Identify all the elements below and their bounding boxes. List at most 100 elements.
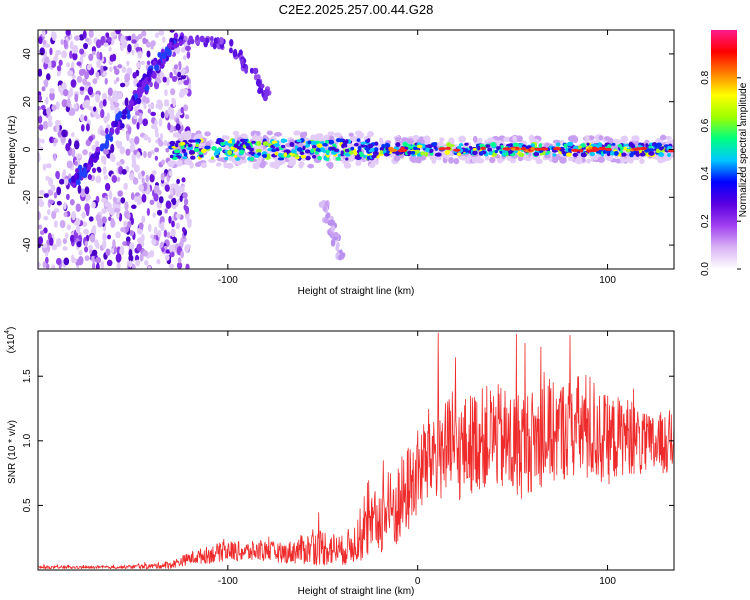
carrier-core (218, 139, 225, 143)
noise-speck (95, 175, 102, 184)
carrier-core (305, 144, 311, 148)
carrier-core (335, 156, 341, 161)
carrier-peak (438, 147, 446, 151)
carrier-core (257, 152, 262, 156)
arc-track-mark (256, 74, 261, 80)
carrier-core (567, 147, 572, 152)
snr-frame (37, 330, 675, 571)
carrier-core (472, 150, 478, 156)
noise-speck (98, 100, 104, 109)
carrier-halo (327, 161, 334, 169)
carrier-core (174, 142, 179, 148)
noise-speck (100, 260, 105, 269)
noise-speck (141, 30, 147, 37)
carrier-core (231, 138, 236, 144)
noise-speck (107, 95, 112, 101)
noise-speck (133, 114, 138, 120)
carrier-core (508, 150, 513, 155)
carrier-core (533, 152, 540, 157)
noise-speck (117, 64, 123, 69)
carrier-halo (584, 135, 590, 142)
arc-track-mark (229, 38, 234, 47)
carrier-core (310, 140, 316, 145)
carrier-peak (480, 146, 486, 150)
noise-speck (158, 196, 164, 204)
noise-speck (103, 148, 109, 155)
colorbar-tick-label: 0.4 (700, 166, 711, 180)
carrier-halo (356, 131, 365, 139)
noise-speck (85, 123, 90, 132)
noise-speck (116, 176, 121, 182)
noise-speck (163, 139, 168, 147)
carrier-core (667, 145, 672, 150)
noise-speck (110, 217, 115, 225)
rising-track-mark (113, 120, 119, 128)
noise-speck (126, 236, 131, 243)
noise-speck (44, 43, 51, 48)
carrier-core (262, 141, 269, 146)
descending-track-mark (330, 239, 336, 247)
noise-speck (73, 103, 78, 110)
carrier-core (284, 149, 291, 154)
noise-speck (48, 177, 54, 187)
noise-speck (115, 253, 122, 263)
noise-speck (131, 39, 137, 44)
noise-speck (84, 71, 90, 80)
noise-speck (43, 193, 49, 198)
carrier-core (477, 145, 481, 151)
noise-speck (106, 112, 110, 122)
carrier-core (312, 145, 317, 149)
carrier-core (472, 147, 477, 152)
carrier-core (300, 154, 307, 159)
noise-speck (169, 251, 175, 258)
noise-speck (50, 184, 56, 192)
carrier-halo (327, 131, 335, 136)
carrier-core (183, 152, 188, 157)
noise-speck (117, 140, 123, 148)
noise-speck (176, 262, 183, 269)
noise-speck (132, 72, 137, 79)
carrier-halo (586, 158, 591, 164)
noise-speck (38, 115, 43, 124)
carrier-core (181, 148, 187, 153)
noise-speck (184, 65, 190, 74)
y-tick-label: 20 (22, 96, 33, 108)
noise-speck (55, 257, 62, 266)
carrier-core (210, 156, 215, 160)
carrier-core (552, 153, 557, 157)
carrier-peak (502, 147, 511, 151)
rising-track-mark (157, 52, 162, 58)
noise-speck (137, 116, 143, 125)
carrier-core (271, 148, 277, 153)
noise-speck (109, 54, 115, 62)
carrier-core (464, 142, 469, 146)
noise-speck (128, 260, 133, 268)
noise-speck (62, 246, 68, 251)
carrier-halo (459, 155, 467, 161)
carrier-halo (200, 162, 207, 169)
noise-speck (116, 261, 121, 269)
carrier-core (193, 147, 200, 153)
carrier-core (256, 141, 262, 146)
noise-speck (114, 208, 120, 213)
spectrogram-x-label: Height of straight line (km) (298, 286, 415, 297)
noise-speck (153, 226, 158, 236)
noise-speck (135, 259, 141, 267)
noise-speck (150, 111, 157, 117)
arc-track-mark (240, 58, 245, 67)
noise-speck (176, 118, 180, 126)
noise-speck (66, 224, 72, 231)
noise-speck (117, 92, 123, 99)
carrier-core (182, 156, 188, 160)
noise-speck (75, 203, 82, 212)
noise-speck (79, 86, 85, 91)
noise-speck (129, 242, 135, 250)
noise-speck (102, 232, 107, 242)
noise-speck (109, 152, 114, 162)
noise-speck (128, 254, 134, 262)
carrier-core (345, 157, 349, 161)
carrier-halo (368, 163, 376, 168)
noise-speck (175, 213, 181, 219)
noise-speck (92, 78, 98, 85)
noise-speck (169, 71, 173, 79)
